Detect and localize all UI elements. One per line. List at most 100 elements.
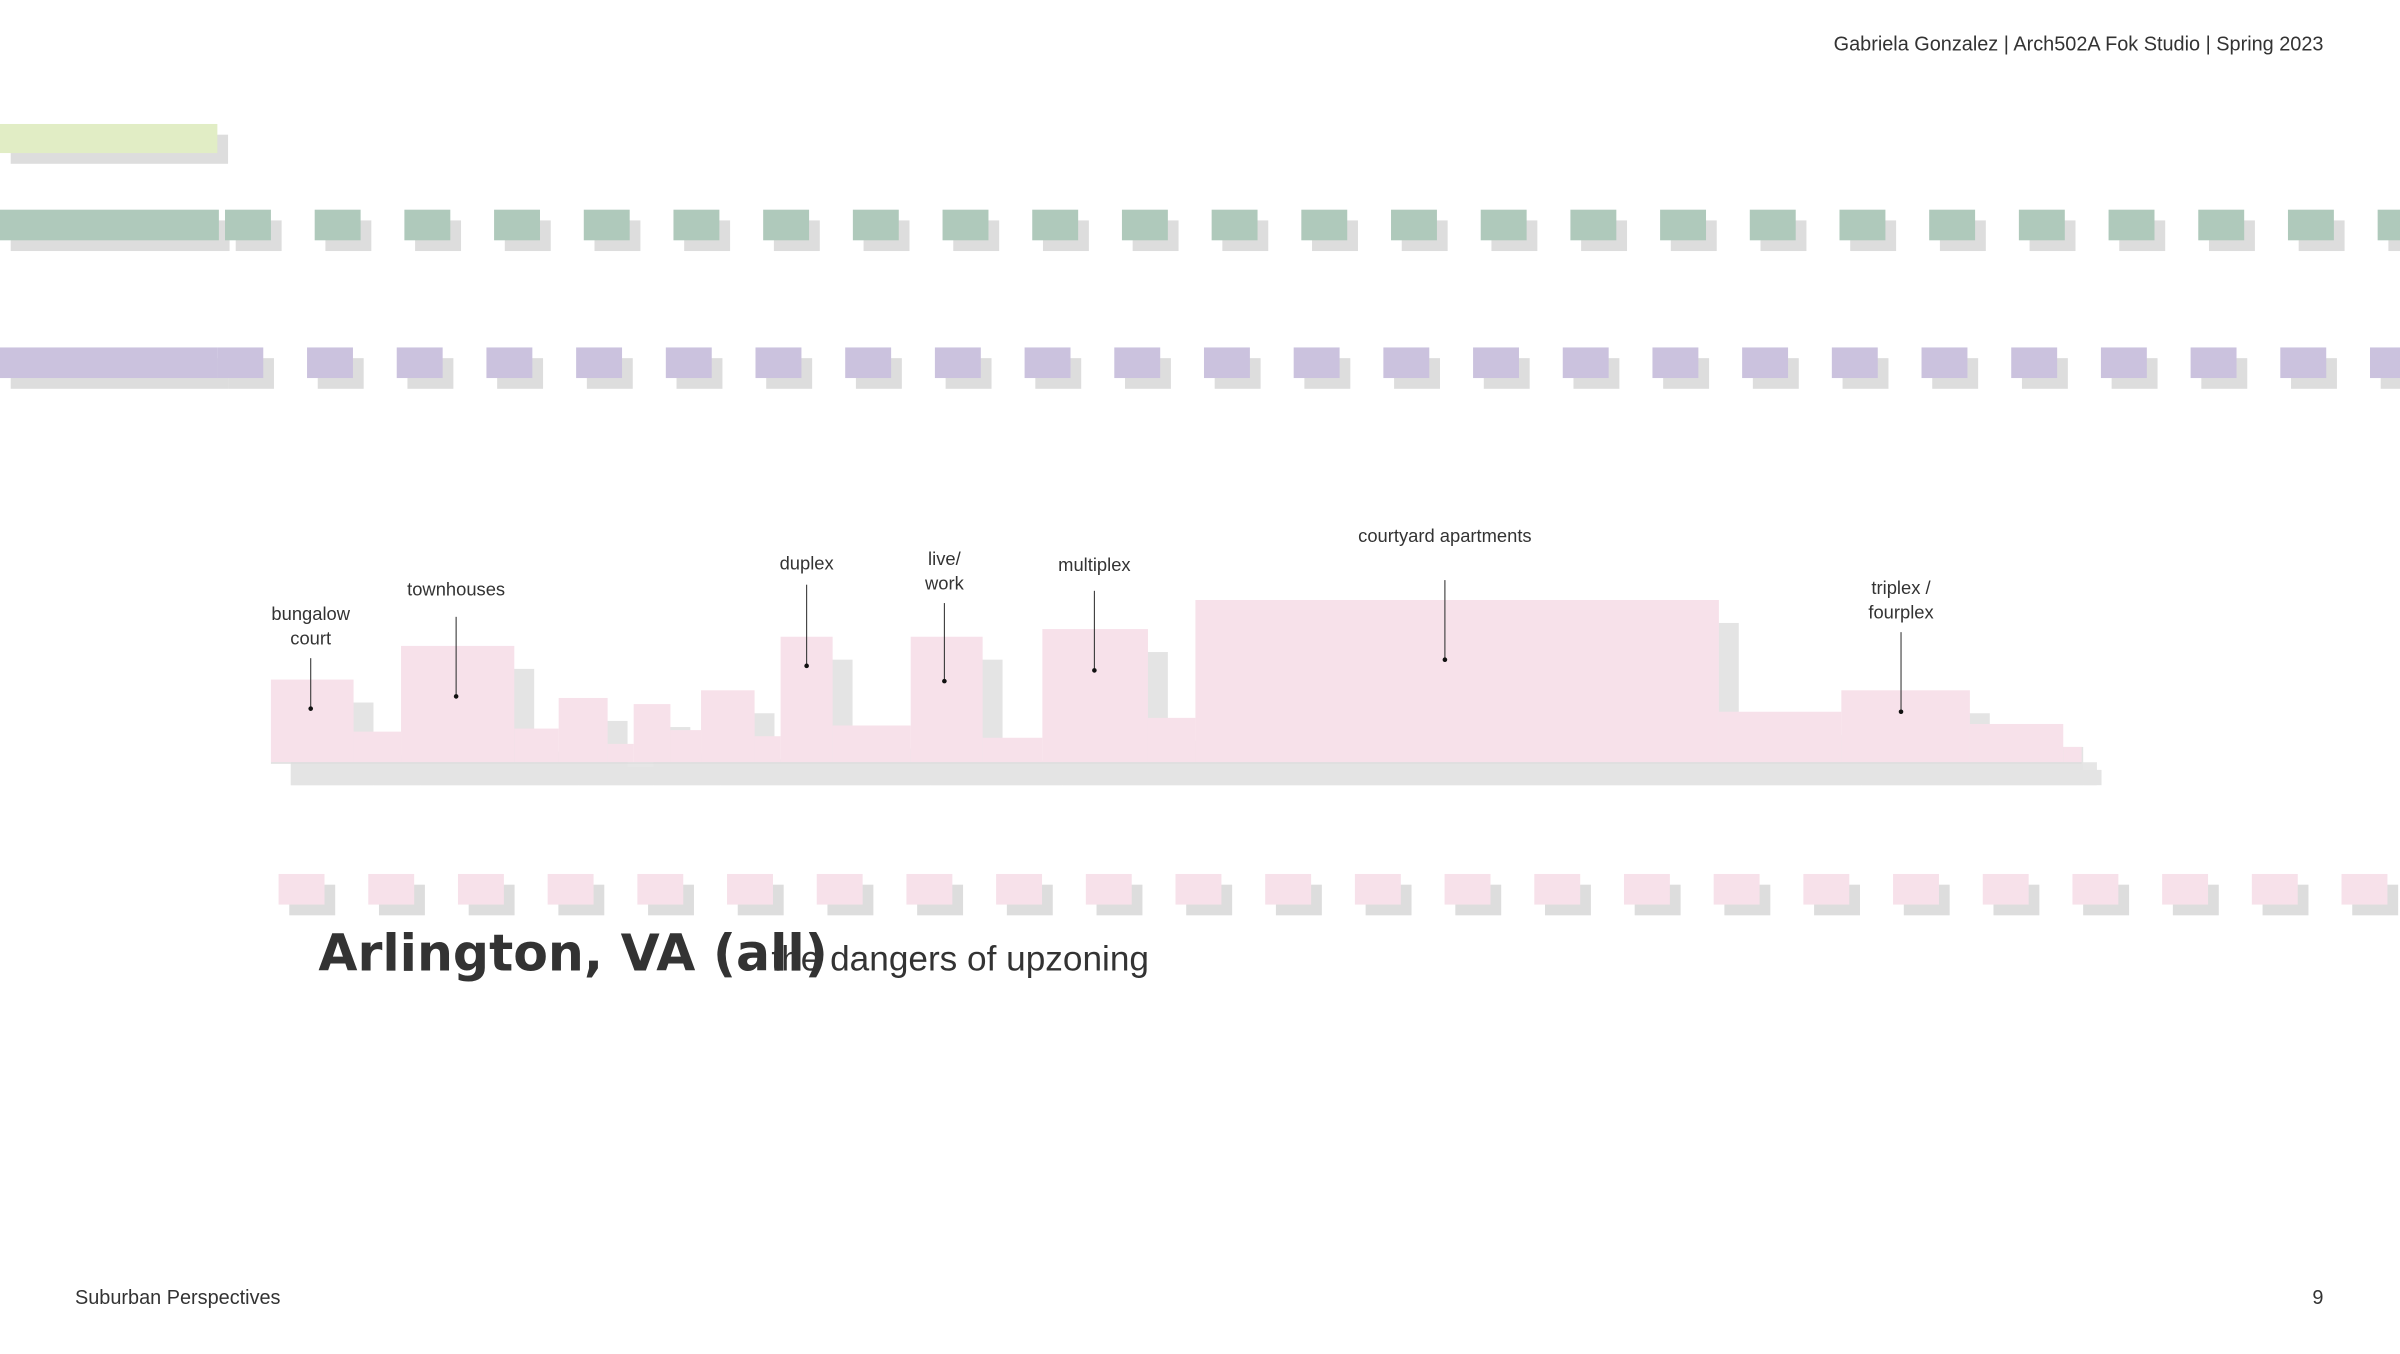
block: [1032, 209, 1079, 241]
building-label: duplex: [780, 552, 834, 573]
block: [1121, 209, 1168, 241]
leader-dot: [804, 663, 809, 669]
block: [0, 209, 219, 241]
block: [1660, 209, 1707, 241]
building: [514, 728, 559, 763]
block: [1623, 873, 1670, 905]
block: [845, 347, 892, 379]
decoration: [0, 123, 2400, 916]
title: Arlington, VA (all): [318, 923, 827, 982]
leader-dot: [1898, 709, 1904, 715]
block: [1652, 347, 1699, 379]
block: [2190, 347, 2237, 379]
building: [670, 730, 702, 763]
building-label: triplex /: [1871, 577, 1931, 598]
block: [368, 873, 415, 905]
block: [1570, 209, 1617, 241]
building: [401, 645, 515, 763]
shadow: [1002, 760, 1063, 786]
block: [457, 873, 504, 905]
building: [607, 743, 634, 763]
block: [2108, 209, 2155, 241]
building: [701, 690, 755, 763]
block: [755, 347, 802, 379]
building: [1969, 723, 2064, 763]
building: [1042, 629, 1148, 763]
block: [816, 873, 863, 905]
block: [1293, 347, 1340, 379]
building-label: multiplex: [1058, 554, 1130, 575]
block: [1929, 209, 1976, 241]
page-number: 9: [2312, 1287, 2323, 1309]
building-label: townhouses: [407, 578, 505, 599]
block: [2162, 873, 2209, 905]
block: [1383, 347, 1430, 379]
block: [2011, 347, 2058, 379]
block: [1354, 873, 1401, 905]
block: [494, 209, 540, 241]
block: [2198, 209, 2245, 241]
building: [910, 636, 983, 763]
block: [763, 209, 810, 241]
block: [1085, 873, 1132, 905]
building: [633, 704, 671, 763]
block: [2287, 209, 2334, 241]
block: [1803, 873, 1850, 905]
building-label: work: [924, 572, 965, 593]
block: [2377, 209, 2400, 241]
block: [1534, 873, 1581, 905]
block: [727, 873, 773, 905]
annotations: bungalow court townhouses duplex live/work mu…: [271, 525, 1934, 715]
block: [2280, 347, 2327, 379]
block: [1444, 873, 1491, 905]
block: [1211, 209, 1258, 241]
leader-dot: [942, 678, 947, 684]
building: [1195, 600, 1719, 763]
block: [576, 347, 623, 379]
block: [934, 347, 981, 379]
block: [2341, 873, 2388, 905]
block: [1713, 873, 1760, 905]
block: [307, 347, 353, 379]
block: [1265, 873, 1312, 905]
block: [1175, 873, 1222, 905]
block: [996, 873, 1043, 905]
block: [1480, 209, 1527, 241]
block: [2251, 873, 2298, 905]
block: [1473, 347, 1519, 379]
skyline: [270, 600, 2102, 786]
block: [583, 209, 630, 241]
block: [2072, 873, 2119, 905]
leader-dot: [1442, 657, 1448, 662]
block: [1114, 347, 1161, 379]
building-label: fourplex: [1868, 601, 1933, 622]
block: [1301, 209, 1348, 241]
block: [404, 209, 451, 241]
block: [0, 123, 218, 154]
block: [225, 209, 271, 241]
block: [278, 873, 325, 905]
building: [982, 737, 1043, 763]
building: [2063, 746, 2082, 763]
footer-left: Suburban Perspectives: [75, 1287, 281, 1309]
block: [1831, 347, 1878, 379]
block: [1742, 347, 1789, 379]
block: [1391, 209, 1437, 241]
building: [353, 731, 402, 763]
building: [1841, 690, 1970, 763]
leader-dot: [453, 694, 459, 699]
building: [832, 725, 911, 763]
block: [2100, 347, 2147, 379]
block: [0, 347, 218, 379]
shadow: [2083, 769, 2102, 786]
shadow: [627, 766, 654, 786]
building: [1147, 717, 1196, 763]
block: [314, 209, 361, 241]
block: [396, 347, 443, 379]
building-label: courtyard apartments: [1358, 525, 1531, 546]
block: [1839, 209, 1886, 241]
building-label: court: [290, 627, 331, 648]
block: [2018, 209, 2065, 241]
